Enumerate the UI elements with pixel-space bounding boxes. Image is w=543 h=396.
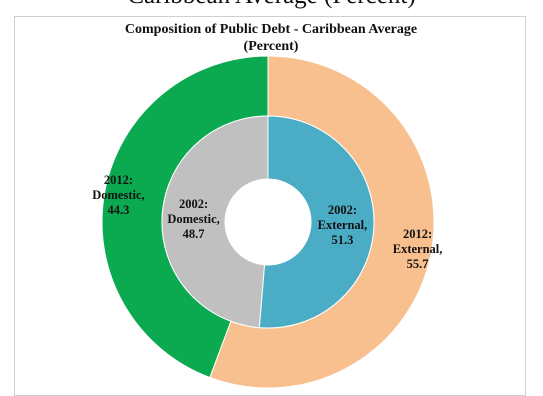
data-label-2012-domestic: 2012: Domestic, 44.3 xyxy=(92,173,144,217)
chart-title: Composition of Public Debt - Caribbean A… xyxy=(124,22,418,37)
data-label-2002-external: 2002: External, 51.3 xyxy=(318,203,368,247)
data-label-2012-external: 2012: External, 55.7 xyxy=(393,227,443,271)
cutoff-title: Caribbean Average (Percent) xyxy=(0,0,543,11)
donut-hole xyxy=(225,179,311,265)
chart-subtitle: (Percent) xyxy=(243,39,299,54)
data-label-2002-domestic: 2002: Domestic, 48.7 xyxy=(167,197,219,241)
